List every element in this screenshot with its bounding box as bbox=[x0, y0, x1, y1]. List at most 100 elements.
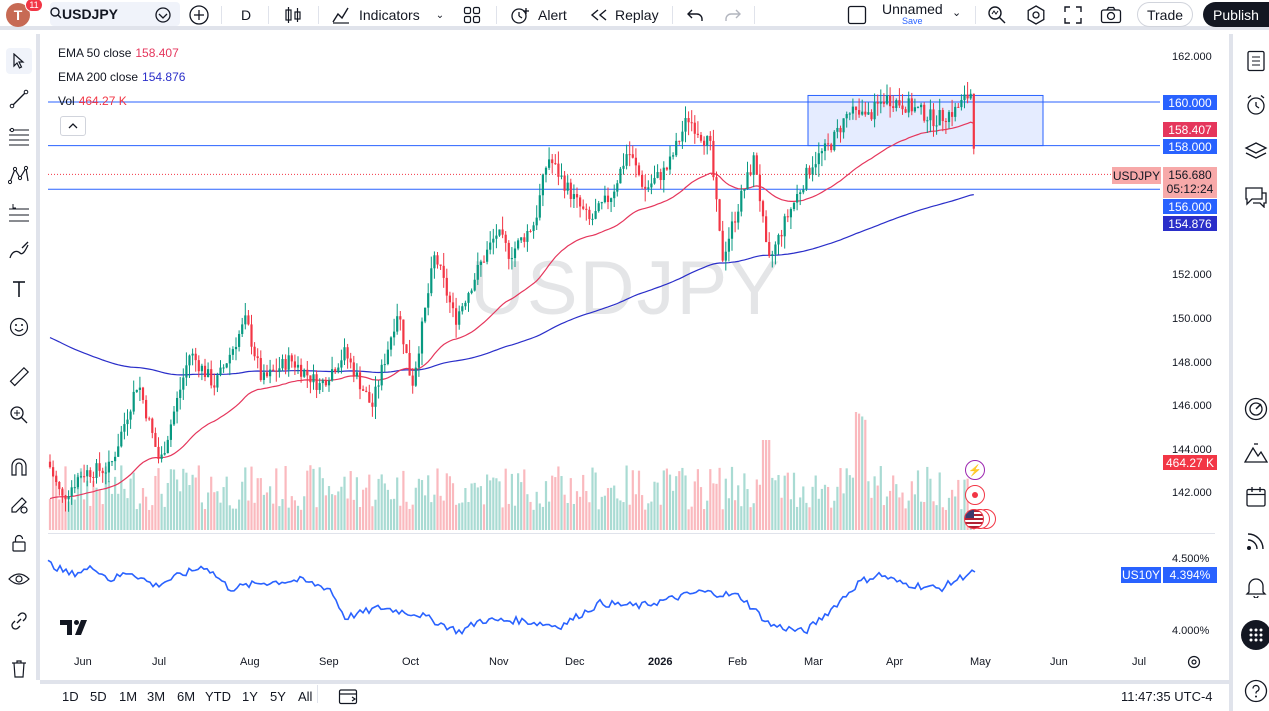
time-axis-label: Mar bbox=[804, 656, 823, 668]
templates-icon[interactable] bbox=[463, 0, 481, 30]
line-158-label: 158.000 bbox=[1163, 139, 1217, 154]
indicators-label: Indicators bbox=[359, 7, 420, 23]
magnet-icon[interactable] bbox=[6, 454, 32, 480]
chat-icon[interactable] bbox=[1243, 184, 1269, 210]
settings-gear-icon[interactable] bbox=[1026, 0, 1046, 30]
ruler-icon[interactable] bbox=[6, 364, 32, 390]
date-range-calendar-icon[interactable] bbox=[338, 687, 358, 708]
cursor-arrow-icon[interactable] bbox=[6, 48, 32, 74]
time-axis-label: Apr bbox=[886, 656, 904, 668]
avatar-letter: T bbox=[13, 7, 23, 23]
candles-icon[interactable] bbox=[284, 0, 302, 30]
lock-icon[interactable] bbox=[6, 530, 32, 556]
range-button-1y[interactable]: 1Y bbox=[242, 689, 258, 704]
watchlist-icon[interactable] bbox=[1243, 48, 1269, 74]
rewind-icon bbox=[590, 9, 607, 21]
volume-title: Vol bbox=[58, 94, 75, 108]
price-tick: 146.000 bbox=[1172, 400, 1212, 413]
range-button-all[interactable]: All bbox=[298, 689, 313, 704]
last-price: 156.680 bbox=[1168, 168, 1212, 182]
quick-search-icon[interactable] bbox=[987, 0, 1007, 30]
ideas-mountain-icon[interactable] bbox=[1243, 440, 1269, 466]
alert-label: Alert bbox=[538, 7, 567, 23]
ema200-price-label: 154.876 bbox=[1163, 216, 1217, 231]
text-tool-icon[interactable] bbox=[6, 276, 32, 302]
notifications-bell-icon[interactable] bbox=[1243, 574, 1269, 600]
layers-icon[interactable] bbox=[1243, 138, 1269, 164]
alert-button[interactable]: Alert bbox=[509, 0, 567, 30]
us-flag-event-icon[interactable] bbox=[964, 509, 984, 529]
alerts-clock-icon[interactable] bbox=[1243, 92, 1269, 118]
range-button-1m[interactable]: 1M bbox=[119, 689, 138, 704]
us10y-symbol-tag: US10Y bbox=[1121, 567, 1161, 583]
layout-save-status[interactable]: Save bbox=[902, 16, 923, 26]
add-symbol-button[interactable] bbox=[188, 0, 210, 30]
speedometer-icon[interactable] bbox=[1243, 396, 1269, 422]
pattern-icon[interactable] bbox=[6, 162, 32, 188]
bar-countdown: 05:12:24 bbox=[1166, 182, 1214, 196]
compare-symbol-icon[interactable] bbox=[152, 0, 174, 30]
pane-separator[interactable] bbox=[48, 533, 1215, 534]
range-button-6m[interactable]: 6M bbox=[177, 689, 196, 704]
range-button-5d[interactable]: 5D bbox=[90, 689, 107, 704]
publish-button[interactable]: Publish bbox=[1203, 2, 1269, 27]
time-axis-label: 2026 bbox=[648, 656, 673, 668]
price-tick: 162.000 bbox=[1172, 51, 1212, 64]
trade-button[interactable]: Trade bbox=[1137, 2, 1193, 27]
dividend-event-icon[interactable] bbox=[965, 485, 985, 505]
collapse-legend-button[interactable] bbox=[60, 116, 86, 136]
volume-legend[interactable]: Vol 464.27 K bbox=[58, 94, 127, 108]
axis-settings-gear-icon[interactable] bbox=[1187, 655, 1201, 672]
chevron-up-icon bbox=[68, 123, 78, 129]
eye-icon[interactable] bbox=[6, 566, 32, 592]
range-button-3m[interactable]: 3M bbox=[147, 689, 166, 704]
us10y-value-label: 4.394% bbox=[1163, 567, 1217, 583]
trash-icon[interactable] bbox=[6, 656, 32, 682]
more-apps-icon[interactable] bbox=[1241, 620, 1269, 650]
fullscreen-icon[interactable] bbox=[1064, 0, 1082, 30]
time-axis-label: Jun bbox=[1050, 656, 1068, 668]
us10y-tick-low: 4.000% bbox=[1172, 625, 1210, 637]
volume-value: 464.27 K bbox=[78, 94, 127, 108]
us10y-tick-high: 4.500% bbox=[1172, 553, 1210, 565]
camera-snapshot-icon[interactable] bbox=[1100, 0, 1122, 30]
podcast-signal-icon[interactable] bbox=[1243, 528, 1269, 554]
brush-icon[interactable] bbox=[6, 238, 32, 264]
ema50-title: EMA 50 close bbox=[58, 46, 132, 60]
calendar-icon[interactable] bbox=[1243, 484, 1269, 510]
zoom-in-icon[interactable] bbox=[6, 402, 32, 428]
help-icon[interactable] bbox=[1243, 678, 1269, 704]
replay-button[interactable]: Replay bbox=[590, 0, 659, 30]
fib-retracement-icon[interactable] bbox=[6, 124, 32, 150]
chart-pane[interactable] bbox=[44, 34, 1229, 680]
indicators-button[interactable]: Indicators ⌄ bbox=[331, 0, 444, 30]
line-156-label: 156.000 bbox=[1163, 199, 1217, 214]
emoji-icon[interactable] bbox=[6, 314, 32, 340]
undo-icon[interactable] bbox=[686, 0, 704, 30]
replay-label: Replay bbox=[615, 7, 659, 23]
trend-line-icon[interactable] bbox=[6, 86, 32, 112]
symbol-search[interactable]: USDJPY bbox=[50, 2, 180, 26]
ema200-value: 154.876 bbox=[142, 70, 186, 84]
symbol-name: USDJPY bbox=[62, 6, 119, 22]
layout-checkbox-icon[interactable] bbox=[847, 0, 867, 30]
search-icon bbox=[50, 5, 62, 21]
clock-timezone[interactable]: 11:47:35 UTC-4 bbox=[1121, 689, 1213, 704]
tradingview-logo[interactable] bbox=[60, 618, 92, 639]
ema200-legend[interactable]: EMA 200 close 154.876 bbox=[58, 70, 185, 84]
range-button-ytd[interactable]: YTD bbox=[205, 689, 231, 704]
interval-button[interactable]: D bbox=[241, 7, 252, 23]
ema50-legend[interactable]: EMA 50 close 158.407 bbox=[58, 46, 179, 60]
long-position-icon[interactable] bbox=[6, 200, 32, 226]
range-button-5y[interactable]: 5Y bbox=[270, 689, 286, 704]
indicators-icon bbox=[332, 7, 349, 24]
price-tick: 142.000 bbox=[1172, 487, 1212, 500]
lightning-event-icon[interactable]: ⚡ bbox=[965, 460, 985, 480]
layout-chevron-down-icon[interactable]: ⌄ bbox=[952, 7, 962, 19]
layout-name[interactable]: Unnamed bbox=[882, 1, 943, 17]
redo-icon[interactable] bbox=[724, 0, 742, 30]
stay-in-drawing-mode-icon[interactable] bbox=[6, 492, 32, 518]
time-axis-label: Nov bbox=[489, 656, 509, 668]
range-button-1d[interactable]: 1D bbox=[62, 689, 79, 704]
link-icon[interactable] bbox=[6, 608, 32, 634]
